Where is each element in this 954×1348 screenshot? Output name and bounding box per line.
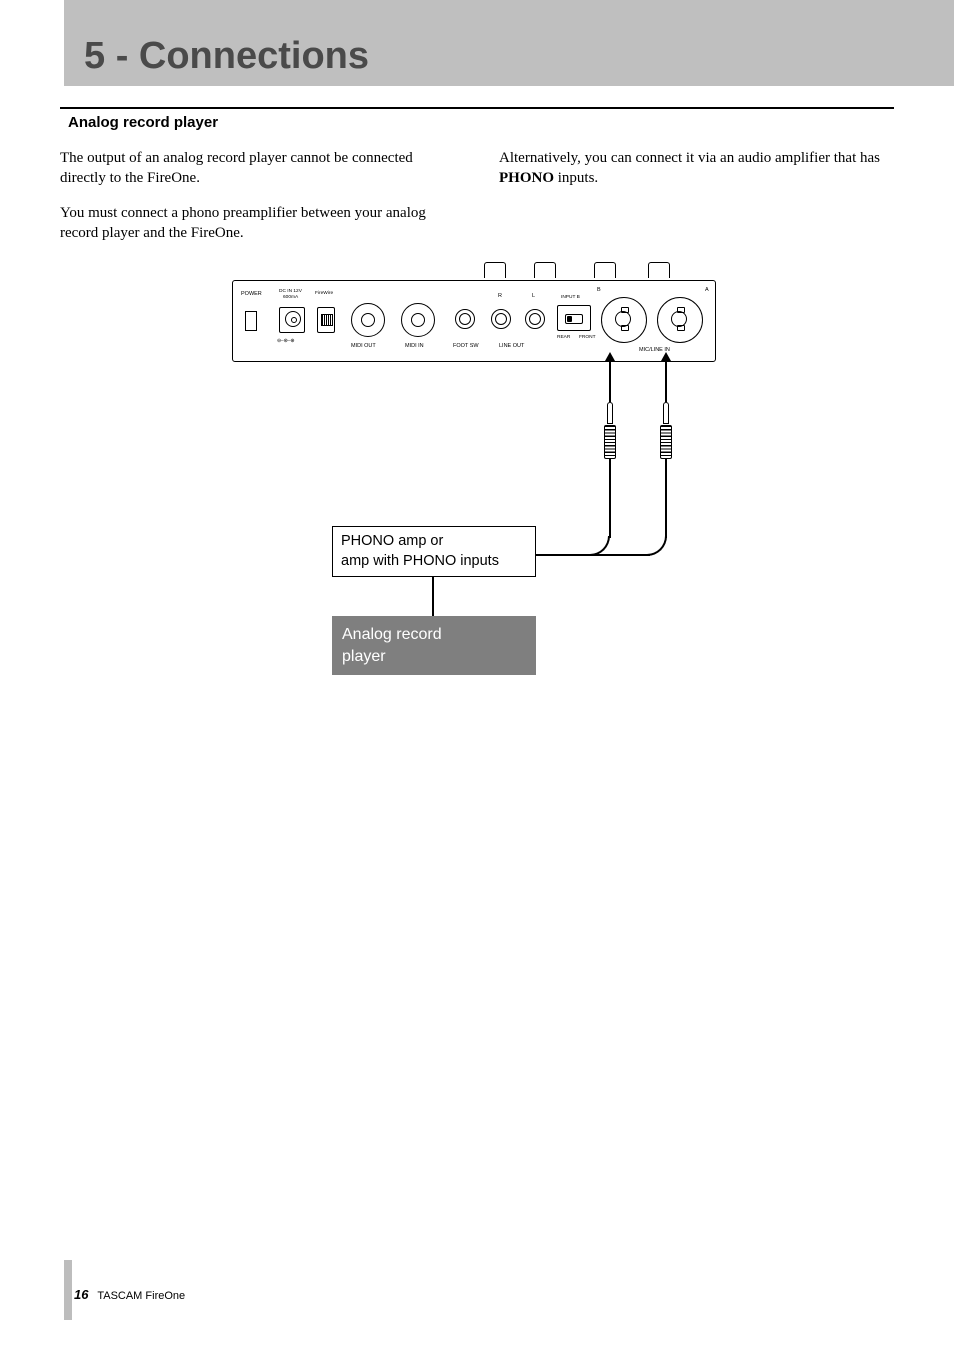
box1-line1: PHONO amp or (341, 532, 527, 552)
connector-line (432, 576, 434, 616)
foot-icon (648, 262, 670, 278)
label-front: FRONT (579, 335, 596, 340)
label-l: L (532, 293, 535, 299)
box2-line2: player (342, 646, 526, 668)
connection-diagram: POWER DC IN 12V 600mA ⊖–⊛–⊕ FireWire MID… (232, 260, 716, 710)
cable-line (665, 458, 667, 488)
body-p3-bold: PHONO (499, 170, 554, 186)
panel-inner: POWER DC IN 12V 600mA ⊖–⊛–⊕ FireWire MID… (239, 287, 709, 355)
foot-icon (484, 262, 506, 278)
label-inputb: INPUT B (561, 295, 580, 300)
power-switch-icon (245, 311, 257, 331)
box2-line1: Analog record (342, 624, 526, 646)
foot-icon (594, 262, 616, 278)
footer-accent-bar (64, 1260, 72, 1320)
label-lineout: LINE OUT (499, 343, 524, 349)
device-rear-panel: POWER DC IN 12V 600mA ⊖–⊛–⊕ FireWire MID… (232, 280, 716, 362)
label-dc2: 600mA (283, 295, 298, 300)
foot-icon (534, 262, 556, 278)
label-a: A (705, 287, 709, 293)
body-p3-b: inputs. (554, 170, 598, 186)
cable-line (532, 554, 650, 556)
box1-line2: amp with PHONO inputs (341, 552, 527, 572)
label-dc: DC IN 12V (279, 289, 302, 294)
cable-line (609, 458, 611, 488)
label-r: R (498, 293, 502, 299)
chapter-title: 5 - Connections (84, 35, 369, 78)
midi-in-icon (401, 303, 435, 337)
combo-jack-a-icon (657, 297, 703, 343)
footswitch-jack-icon (455, 309, 475, 329)
body-col-left: The output of an analog record player ca… (60, 148, 455, 257)
cable-bend (590, 536, 610, 556)
label-midi-in: MIDI IN (405, 343, 424, 349)
body-p2: You must connect a phono preamplifier be… (60, 203, 455, 244)
line-out-l-icon (525, 309, 545, 329)
cable-line (609, 360, 611, 402)
input-b-switch-icon (557, 305, 591, 331)
trs-plug-icon (660, 402, 672, 459)
page-number: 16 (74, 1287, 88, 1302)
footer-doc-title: TASCAM FireOne (97, 1290, 185, 1302)
record-player-box: Analog record player (332, 616, 536, 675)
label-rear: REAR (557, 335, 570, 340)
page-footer: 16 TASCAM FireOne (74, 1287, 185, 1302)
body-p3: Alternatively, you can connect it via an… (499, 148, 894, 189)
section-rule (60, 107, 894, 109)
section-heading: Analog record player (68, 114, 218, 131)
cable-line (609, 488, 611, 538)
body-col-right: Alternatively, you can connect it via an… (499, 148, 894, 257)
label-firewire: FireWire (315, 291, 333, 296)
chapter-header-band: 5 - Connections (64, 0, 954, 86)
body-columns: The output of an analog record player ca… (60, 148, 894, 257)
midi-out-icon (351, 303, 385, 337)
label-polarity: ⊖–⊛–⊕ (277, 339, 294, 344)
cable-line (665, 360, 667, 402)
combo-jack-b-icon (601, 297, 647, 343)
label-power: POWER (241, 291, 262, 297)
cable-bend (647, 536, 667, 556)
label-footsw: FOOT SW (453, 343, 479, 349)
body-p1: The output of an analog record player ca… (60, 148, 455, 189)
cable-line (665, 488, 667, 538)
firewire-port-icon (317, 307, 335, 333)
dc-jack-icon (279, 307, 305, 333)
page: 5 - Connections Analog record player The… (0, 0, 954, 1348)
body-p3-a: Alternatively, you can connect it via an… (499, 150, 880, 166)
line-out-r-icon (491, 309, 511, 329)
label-midi-out: MIDI OUT (351, 343, 376, 349)
phono-amp-box: PHONO amp or amp with PHONO inputs (332, 526, 536, 577)
label-b: B (597, 287, 601, 293)
trs-plug-icon (604, 402, 616, 459)
